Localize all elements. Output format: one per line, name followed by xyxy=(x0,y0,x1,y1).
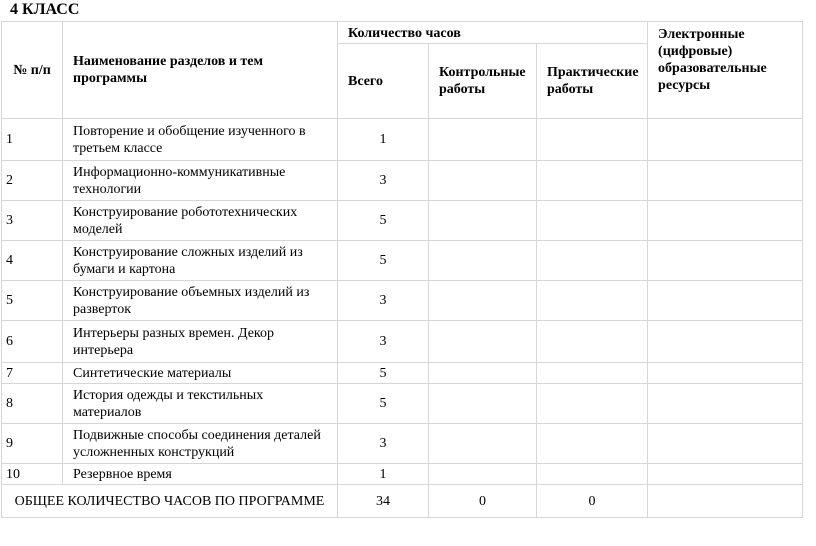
table-row: 7 Синтетические материалы 5 xyxy=(1,362,804,384)
row-name: Подвижные способы соединения деталей усл… xyxy=(62,423,338,464)
row-name: Интерьеры разных времен. Декор интерьера xyxy=(62,320,338,363)
table-row: 5 Конструирование объемных изделий из раз… xyxy=(1,280,804,321)
row-control xyxy=(428,118,537,161)
row-control xyxy=(428,362,537,384)
row-resources xyxy=(647,160,804,201)
row-practical xyxy=(535,362,649,384)
row-num: 4 xyxy=(1,240,63,281)
row-num: 3 xyxy=(1,200,63,241)
row-resources xyxy=(647,200,804,241)
row-resources xyxy=(647,320,804,363)
row-name: Конструирование объемных изделий из разв… xyxy=(62,280,338,321)
row-name: Синтетические материалы xyxy=(62,362,338,384)
row-practical xyxy=(535,320,649,363)
row-resources xyxy=(647,240,804,281)
row-resources xyxy=(647,423,804,464)
total-practical: 0 xyxy=(535,484,649,518)
row-control xyxy=(428,280,537,321)
row-total: 1 xyxy=(337,118,429,161)
row-resources xyxy=(647,463,804,485)
row-practical xyxy=(535,240,649,281)
row-name: История одежды и текстильных материалов xyxy=(62,383,338,424)
row-practical xyxy=(535,383,649,424)
row-num: 9 xyxy=(1,423,63,464)
header-hours: Количество часов xyxy=(336,21,649,44)
row-total: 3 xyxy=(337,423,429,464)
table-row: 8 История одежды и текстильных материалов… xyxy=(1,383,804,424)
row-practical xyxy=(535,423,649,464)
row-resources xyxy=(647,362,804,384)
row-total: 1 xyxy=(337,463,429,485)
total-resources xyxy=(647,484,804,518)
row-name: Конструирование сложных изделий из бумаг… xyxy=(62,240,338,281)
row-name: Повторение и обобщение изученного в трет… xyxy=(62,118,338,161)
header-control: Контрольные работы xyxy=(428,43,537,119)
row-total: 5 xyxy=(337,200,429,241)
total-row: ОБЩЕЕ КОЛИЧЕСТВО ЧАСОВ ПО ПРОГРАММЕ 34 0… xyxy=(1,484,804,518)
row-total: 3 xyxy=(337,320,429,363)
total-control: 0 xyxy=(428,484,537,518)
table-row: 10 Резервное время 1 xyxy=(1,463,804,485)
row-total: 3 xyxy=(337,280,429,321)
table-row: 4 Конструирование сложных изделий из бума… xyxy=(1,240,804,281)
table-body: 1 Повторение и обобщение изученного в тре… xyxy=(1,118,804,485)
header-name: Наименование разделов и тем программы xyxy=(62,21,338,119)
row-name: Информационно-коммуникативные технологии xyxy=(62,160,338,201)
row-total: 3 xyxy=(337,160,429,201)
curriculum-table: № п/п Наименование разделов и тем програ… xyxy=(1,21,804,518)
header-total: Всего xyxy=(337,43,429,119)
row-num: 6 xyxy=(1,320,63,363)
row-control xyxy=(428,240,537,281)
total-label: ОБЩЕЕ КОЛИЧЕСТВО ЧАСОВ ПО ПРОГРАММЕ xyxy=(1,484,338,518)
header-num: № п/п xyxy=(1,21,63,119)
table-row: 2 Информационно-коммуникативные технологи… xyxy=(1,160,804,201)
row-name: Резервное время xyxy=(62,463,338,485)
table-row: 3 Конструирование робототехнических модел… xyxy=(1,200,804,241)
table-row: 6 Интерьеры разных времен. Декор интерьер… xyxy=(1,320,804,363)
row-total: 5 xyxy=(337,362,429,384)
row-resources xyxy=(647,280,804,321)
row-control xyxy=(428,200,537,241)
row-num: 10 xyxy=(1,463,63,485)
row-num: 1 xyxy=(1,118,63,161)
row-resources xyxy=(647,118,804,161)
row-practical xyxy=(535,118,649,161)
row-num: 2 xyxy=(1,160,63,201)
row-total: 5 xyxy=(337,240,429,281)
section-title: 4 КЛАСС xyxy=(10,1,80,18)
row-num: 5 xyxy=(1,280,63,321)
row-practical xyxy=(535,463,649,485)
row-resources xyxy=(647,383,804,424)
row-name: Конструирование робототехнических моделе… xyxy=(62,200,338,241)
row-practical xyxy=(535,280,649,321)
row-practical xyxy=(535,200,649,241)
table-row: 9 Подвижные способы соединения деталей ус… xyxy=(1,423,804,464)
row-practical xyxy=(535,160,649,201)
row-num: 7 xyxy=(1,362,63,384)
row-control xyxy=(428,423,537,464)
total-hours: 34 xyxy=(337,484,429,518)
table-row: 1 Повторение и обобщение изученного в тре… xyxy=(1,118,804,161)
row-total: 5 xyxy=(337,383,429,424)
row-control xyxy=(428,463,537,485)
header-resources: Электронные (цифровые) образовательные р… xyxy=(647,21,804,119)
header-practical: Практические работы xyxy=(535,43,649,119)
row-control xyxy=(428,383,537,424)
row-num: 8 xyxy=(1,383,63,424)
row-control xyxy=(428,320,537,363)
row-control xyxy=(428,160,537,201)
